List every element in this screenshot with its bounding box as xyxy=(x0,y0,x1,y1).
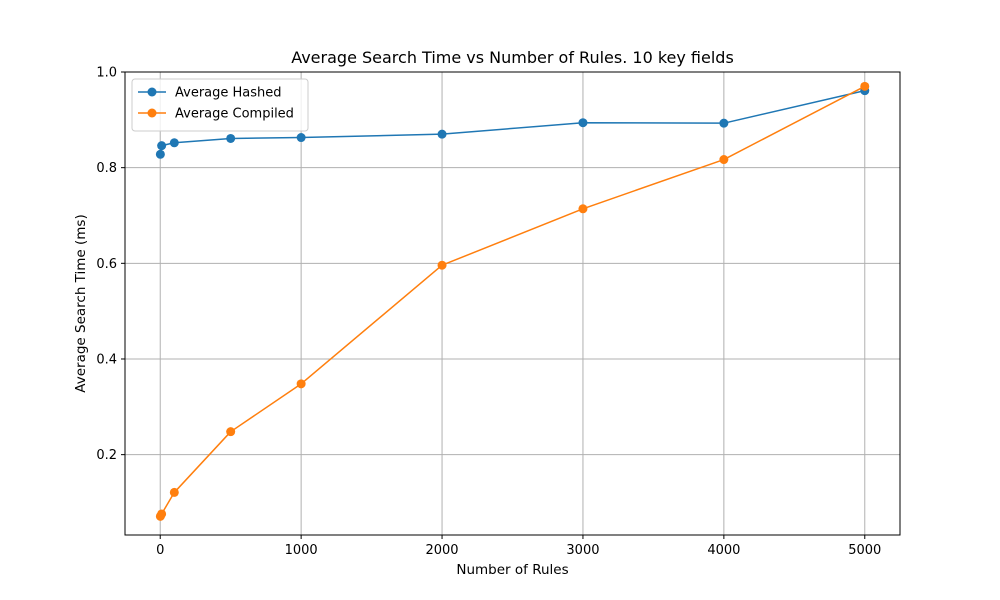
data-series xyxy=(155,81,870,521)
x-tick-label: 5000 xyxy=(848,543,881,558)
series-average-compiled xyxy=(155,81,870,521)
data-point xyxy=(296,133,306,143)
y-tick-label: 0.8 xyxy=(96,161,117,176)
data-point xyxy=(169,138,179,148)
legend-label-average-hashed: Average Hashed xyxy=(175,86,282,101)
plot-frame xyxy=(124,71,901,536)
data-point xyxy=(169,487,179,497)
data-point xyxy=(578,204,588,214)
data-point xyxy=(296,379,306,389)
legend-marker-average-hashed xyxy=(147,87,157,97)
x-tick-label: 1000 xyxy=(285,543,318,558)
y-tick-label: 0.2 xyxy=(96,448,117,463)
legend-box xyxy=(131,78,309,132)
data-point xyxy=(155,149,165,159)
data-point xyxy=(226,427,236,437)
x-tick-label: 4000 xyxy=(707,543,740,558)
data-point xyxy=(437,260,447,270)
data-point xyxy=(226,133,236,143)
legend-label-average-compiled: Average Compiled xyxy=(175,107,294,122)
data-point xyxy=(719,118,729,128)
x-tick-label: 0 xyxy=(156,543,164,558)
legend: Average Hashed Average Compiled xyxy=(131,78,309,132)
data-point xyxy=(719,155,729,165)
x-tick-label: 3000 xyxy=(566,543,599,558)
x-tick-label: 2000 xyxy=(425,543,458,558)
data-point xyxy=(437,129,447,139)
axis-ticks: 0 1000 2000 3000 4000 5000 0.2 0.4 0.6 0.8 1.0 xyxy=(96,66,881,559)
chart-title: Average Search Time vs Number of Rules. … xyxy=(291,48,734,67)
y-axis-label: Average Search Time (ms) xyxy=(73,214,89,392)
y-tick-label: 0.4 xyxy=(96,352,117,367)
data-point xyxy=(578,118,588,128)
y-tick-label: 1.0 xyxy=(96,66,117,81)
data-point xyxy=(157,141,167,151)
legend-marker-average-compiled xyxy=(147,108,157,118)
data-point xyxy=(860,81,870,91)
x-axis-label: Number of Rules xyxy=(456,562,568,578)
y-tick-label: 0.6 xyxy=(96,257,117,272)
data-point xyxy=(157,509,167,519)
